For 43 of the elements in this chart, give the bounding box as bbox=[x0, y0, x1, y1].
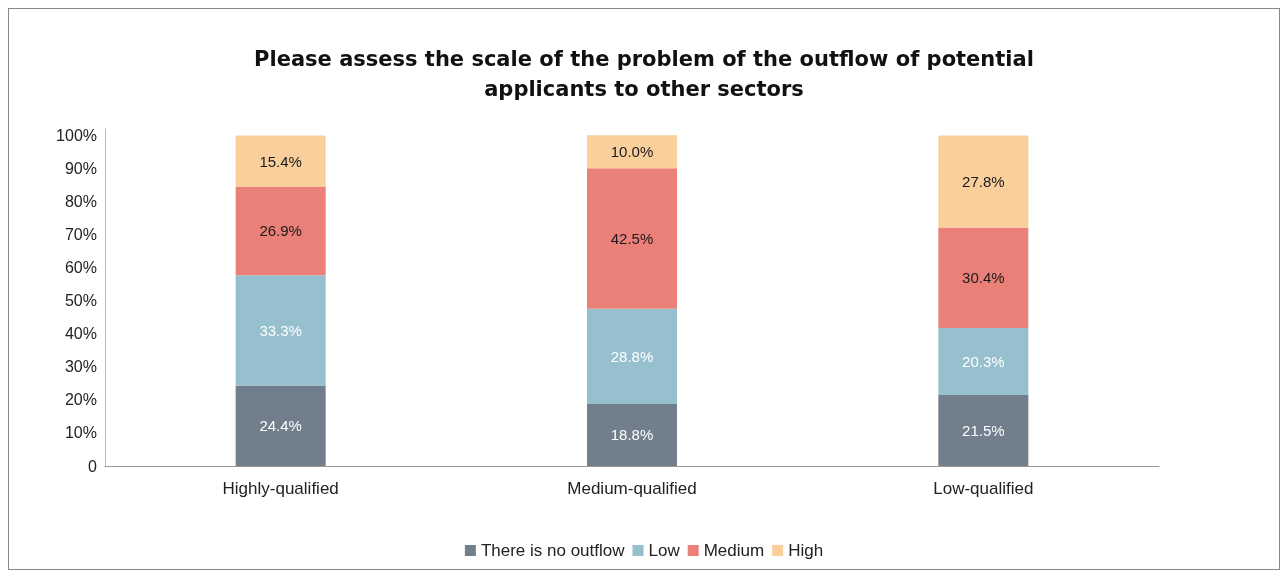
y-tick-label: 20% bbox=[64, 391, 97, 409]
bar bbox=[938, 135, 1029, 228]
y-tick-label: 100% bbox=[56, 127, 97, 145]
y-tick-label: 0 bbox=[88, 457, 98, 475]
x-tick-label: Low-qualified bbox=[933, 479, 1034, 498]
bar bbox=[587, 403, 677, 466]
bar bbox=[938, 394, 1029, 466]
data-label: 33.3% bbox=[259, 321, 302, 339]
bar bbox=[587, 168, 677, 309]
x-tick-label: Highly-qualified bbox=[222, 479, 339, 498]
legend-label: High bbox=[788, 541, 824, 560]
y-tick-label: 70% bbox=[64, 226, 97, 244]
y-tick-label: 30% bbox=[64, 358, 97, 376]
bar bbox=[587, 308, 677, 404]
data-label: 28.8% bbox=[610, 347, 654, 365]
data-label: 21.5% bbox=[962, 421, 1005, 439]
bar bbox=[235, 385, 326, 466]
y-tick-label: 40% bbox=[64, 325, 97, 343]
legend-label: Medium bbox=[703, 541, 765, 560]
bar bbox=[235, 186, 326, 276]
data-label: 24.4% bbox=[259, 417, 302, 435]
y-tick-label: 90% bbox=[64, 160, 97, 178]
legend-label: Low bbox=[648, 541, 681, 560]
data-label: 26.9% bbox=[259, 222, 302, 240]
data-label: 18.8% bbox=[610, 426, 654, 444]
chart-title: Please assess the scale of the problem of the outflow of potential applicants to other sectors bbox=[254, 47, 1034, 101]
y-tick-label: 10% bbox=[64, 424, 97, 442]
data-label: 42.5% bbox=[610, 230, 654, 248]
data-label: 27.8% bbox=[962, 173, 1005, 191]
x-tick-label: Medium-qualified bbox=[567, 479, 697, 498]
bar bbox=[938, 327, 1029, 395]
bar bbox=[587, 135, 677, 169]
y-tick-label: 60% bbox=[64, 259, 97, 277]
bar bbox=[235, 275, 326, 386]
y-tick-label: 80% bbox=[64, 193, 97, 211]
legend-label: There is no outflow bbox=[480, 541, 626, 560]
y-tick-label: 50% bbox=[64, 292, 97, 310]
data-label: 10.0% bbox=[610, 143, 654, 161]
bar bbox=[938, 227, 1029, 328]
data-label: 15.4% bbox=[259, 152, 302, 170]
bar bbox=[235, 135, 326, 187]
data-label: 20.3% bbox=[962, 352, 1005, 370]
data-label: 30.4% bbox=[962, 269, 1005, 287]
